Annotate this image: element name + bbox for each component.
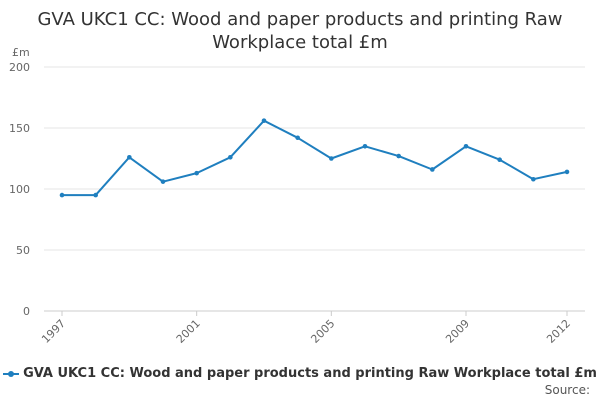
data-point [59,192,65,198]
data-point [93,192,98,198]
data-point [463,144,469,149]
data-point [497,157,502,163]
x-tick-label: 2009 [443,317,472,346]
data-point [329,156,334,161]
x-tick-label: 2005 [308,317,337,346]
y-tick-label: 150 [9,122,30,135]
y-tick-label: 100 [9,183,30,196]
data-point [127,154,132,160]
y-tick-label: 0 [23,305,30,318]
data-point [531,176,536,182]
data-point [295,135,300,141]
chart-title-line1: GVA UKC1 CC: Wood and paper products and… [37,9,563,30]
legend[interactable]: GVA UKC1 CC: Wood and paper products and… [0,366,600,381]
data-point [160,179,166,184]
y-tick-label: 50 [16,244,30,257]
chart-title: GVA UKC1 CC: Wood and paper products and… [0,8,600,54]
chart-title-line2: Workplace total £m [212,32,388,53]
legend-label: GVA UKC1 CC: Wood and paper products and… [23,366,597,381]
y-tick-label: 200 [9,61,30,74]
data-point [564,169,570,175]
x-tick-label: 2012 [544,317,573,346]
legend-line-marker-icon [3,369,20,379]
data-point [430,167,435,172]
source-label: Source: [544,383,590,397]
data-point [362,144,368,149]
data-point [261,118,267,123]
x-tick-label: 1997 [39,317,68,346]
data-point [228,154,233,160]
x-tick-label: 2001 [174,317,203,346]
series-line [62,119,568,197]
y-axis-label: £m [12,46,30,59]
data-point [396,153,401,159]
data-point [194,170,199,176]
